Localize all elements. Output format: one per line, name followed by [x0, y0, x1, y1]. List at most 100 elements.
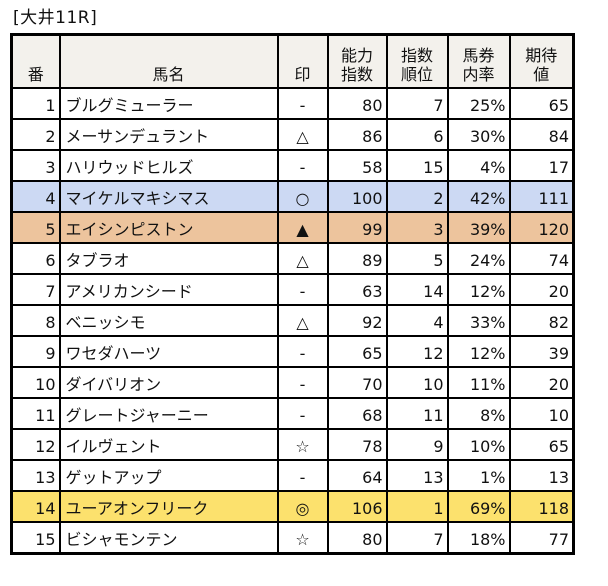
cell-ability-index: 70 — [326, 366, 388, 399]
cell-expected-value: 77 — [508, 521, 575, 555]
cell-in-money-rate: 39% — [446, 211, 511, 244]
cell-in-money-rate: 42% — [446, 180, 511, 213]
cell-horse-number: 3 — [10, 149, 61, 182]
cell-horse-number: 4 — [10, 180, 61, 213]
cell-in-money-rate: 69% — [446, 490, 511, 523]
cell-expected-value: 84 — [508, 118, 575, 151]
cell-mark: - — [276, 87, 329, 120]
table-row: 11 グレートジャーニー - 68 11 8% 10 — [10, 397, 575, 430]
cell-mark: - — [276, 366, 329, 399]
table-row: 1 ブルグミューラー - 80 7 25% 65 — [10, 87, 575, 120]
cell-expected-value: 39 — [508, 335, 575, 368]
cell-mark: ☆ — [276, 521, 329, 555]
cell-in-money-rate: 10% — [446, 428, 511, 461]
cell-index-rank: 6 — [385, 118, 449, 151]
table-row: 7 アメリカンシード - 63 14 12% 20 — [10, 273, 575, 306]
cell-horse-name: アメリカンシード — [58, 273, 279, 306]
horse-rating-table: 番 馬名 印 能力 指数 指数 順位 馬券 内率 期待 値 1 ブルグミューラー… — [10, 33, 575, 555]
cell-ability-index: 100 — [326, 180, 388, 213]
cell-index-rank: 7 — [385, 521, 449, 555]
cell-index-rank: 10 — [385, 366, 449, 399]
cell-mark: △ — [276, 242, 329, 275]
cell-in-money-rate: 30% — [446, 118, 511, 151]
cell-expected-value: 74 — [508, 242, 575, 275]
cell-expected-value: 17 — [508, 149, 575, 182]
cell-expected-value: 65 — [508, 428, 575, 461]
table-body: 1 ブルグミューラー - 80 7 25% 65 2 メーサンデュラント △ 8… — [10, 87, 575, 555]
table-row: 6 タブラオ △ 89 5 24% 74 — [10, 242, 575, 275]
cell-horse-number: 6 — [10, 242, 61, 275]
cell-in-money-rate: 33% — [446, 304, 511, 337]
cell-horse-number: 1 — [10, 87, 61, 120]
table-row: 5 エイシンピストン ▲ 99 3 39% 120 — [10, 211, 575, 244]
cell-index-rank: 3 — [385, 211, 449, 244]
col-header-ability-index: 能力 指数 — [326, 33, 388, 89]
header-row: 番 馬名 印 能力 指数 指数 順位 馬券 内率 期待 値 — [10, 33, 575, 89]
cell-horse-number: 7 — [10, 273, 61, 306]
cell-expected-value: 65 — [508, 87, 575, 120]
cell-index-rank: 13 — [385, 459, 449, 492]
cell-index-rank: 4 — [385, 304, 449, 337]
col-header-index-rank: 指数 順位 — [385, 33, 449, 89]
cell-horse-name: エイシンピストン — [58, 211, 279, 244]
table-row: 10 ダイバリオン - 70 10 11% 20 — [10, 366, 575, 399]
cell-horse-name: ワセダハーツ — [58, 335, 279, 368]
cell-mark: △ — [276, 118, 329, 151]
cell-expected-value: 111 — [508, 180, 575, 213]
cell-horse-number: 8 — [10, 304, 61, 337]
cell-mark: - — [276, 149, 329, 182]
cell-ability-index: 86 — [326, 118, 388, 151]
cell-ability-index: 80 — [326, 87, 388, 120]
cell-horse-name: ユーアオンフリーク — [58, 490, 279, 523]
col-header-expected-value: 期待 値 — [508, 33, 575, 89]
cell-horse-number: 5 — [10, 211, 61, 244]
cell-index-rank: 12 — [385, 335, 449, 368]
cell-horse-name: マイケルマキシマス — [58, 180, 279, 213]
cell-horse-name: ハリウッドヒルズ — [58, 149, 279, 182]
cell-expected-value: 20 — [508, 366, 575, 399]
cell-expected-value: 118 — [508, 490, 575, 523]
table-row: 14 ユーアオンフリーク ◎ 106 1 69% 118 — [10, 490, 575, 523]
cell-horse-name: ビシャモンテン — [58, 521, 279, 555]
cell-ability-index: 92 — [326, 304, 388, 337]
table-row: 13 ゲットアップ - 64 13 1% 13 — [10, 459, 575, 492]
cell-index-rank: 11 — [385, 397, 449, 430]
cell-horse-number: 9 — [10, 335, 61, 368]
cell-in-money-rate: 11% — [446, 366, 511, 399]
table-row: 12 イルヴェント ☆ 78 9 10% 65 — [10, 428, 575, 461]
cell-mark: - — [276, 335, 329, 368]
cell-expected-value: 13 — [508, 459, 575, 492]
cell-in-money-rate: 12% — [446, 335, 511, 368]
cell-ability-index: 68 — [326, 397, 388, 430]
cell-horse-number: 2 — [10, 118, 61, 151]
col-header-in-money-rate: 馬券 内率 — [446, 33, 511, 89]
cell-expected-value: 120 — [508, 211, 575, 244]
cell-mark: △ — [276, 304, 329, 337]
cell-in-money-rate: 24% — [446, 242, 511, 275]
cell-mark: - — [276, 273, 329, 306]
cell-expected-value: 20 — [508, 273, 575, 306]
cell-index-rank: 7 — [385, 87, 449, 120]
race-title: [大井11R] — [13, 8, 98, 28]
table-row: 2 メーサンデュラント △ 86 6 30% 84 — [10, 118, 575, 151]
cell-in-money-rate: 1% — [446, 459, 511, 492]
col-header-number: 番 — [10, 33, 61, 89]
cell-mark: ○ — [276, 180, 329, 213]
cell-ability-index: 106 — [326, 490, 388, 523]
cell-horse-number: 13 — [10, 459, 61, 492]
cell-horse-name: イルヴェント — [58, 428, 279, 461]
table-row: 8 ベニッシモ △ 92 4 33% 82 — [10, 304, 575, 337]
cell-mark: ☆ — [276, 428, 329, 461]
cell-horse-name: ブルグミューラー — [58, 87, 279, 120]
cell-ability-index: 63 — [326, 273, 388, 306]
cell-ability-index: 65 — [326, 335, 388, 368]
cell-ability-index: 89 — [326, 242, 388, 275]
table-row: 4 マイケルマキシマス ○ 100 2 42% 111 — [10, 180, 575, 213]
cell-in-money-rate: 8% — [446, 397, 511, 430]
cell-horse-name: ダイバリオン — [58, 366, 279, 399]
cell-index-rank: 5 — [385, 242, 449, 275]
cell-in-money-rate: 12% — [446, 273, 511, 306]
cell-horse-number: 10 — [10, 366, 61, 399]
cell-ability-index: 78 — [326, 428, 388, 461]
